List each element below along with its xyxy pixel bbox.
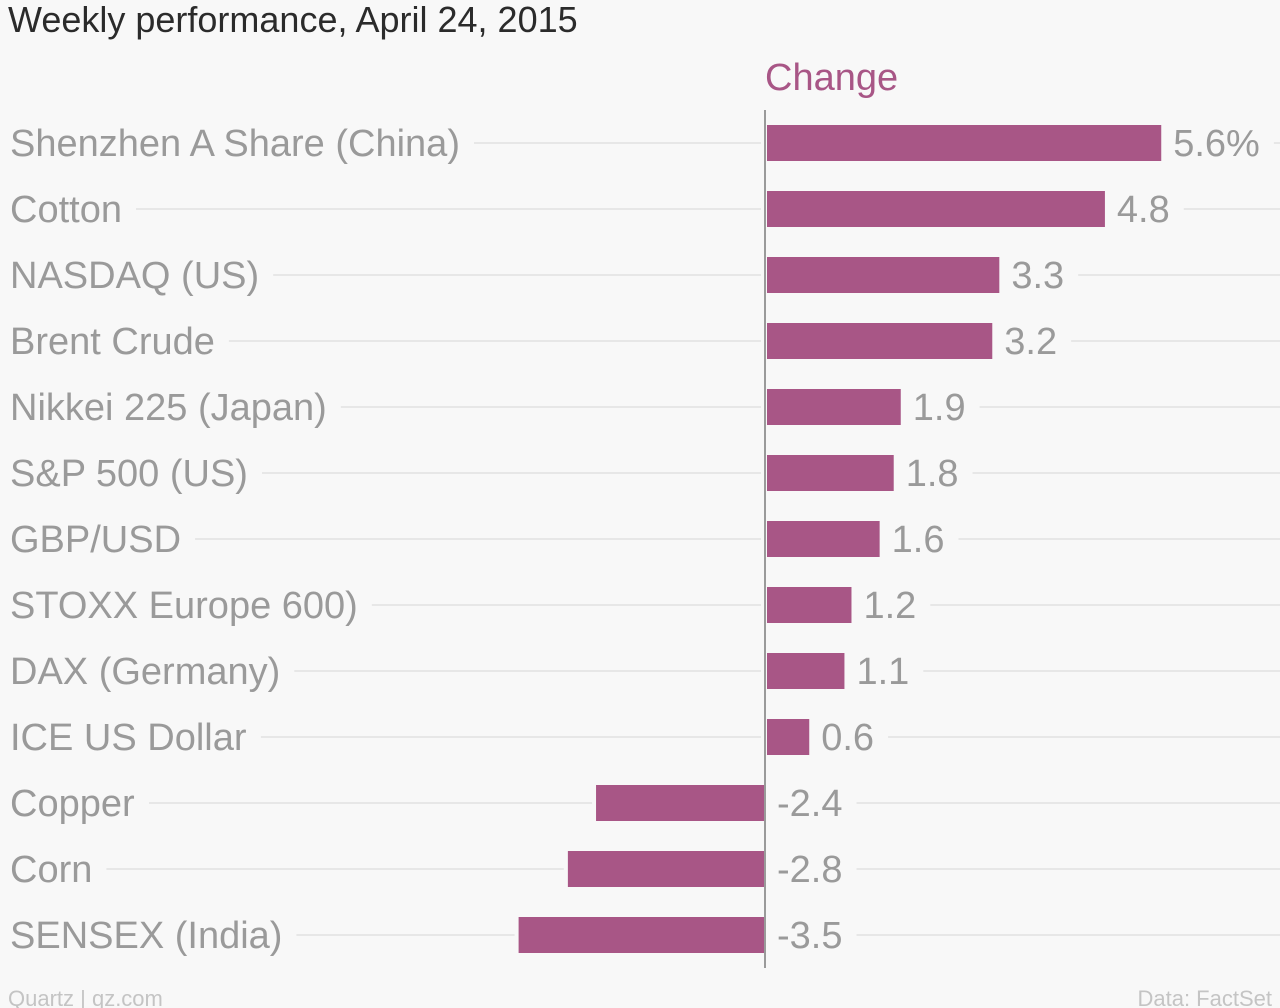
value-label: 1.6 (892, 519, 945, 561)
bar (518, 917, 765, 953)
bar (767, 719, 810, 755)
value-label: 1.2 (863, 585, 916, 627)
category-label: NASDAQ (US) (10, 255, 259, 297)
bars (518, 125, 1162, 953)
bar (767, 587, 852, 623)
chart-title: Weekly performance, April 24, 2015 (8, 0, 578, 40)
category-label: ICE US Dollar (10, 717, 247, 759)
bar (767, 521, 880, 557)
gridlines (106, 142, 1280, 936)
value-label: 5.6% (1173, 123, 1260, 165)
category-label: Copper (10, 783, 135, 825)
category-label: S&P 500 (US) (10, 453, 248, 495)
bar (767, 191, 1105, 227)
value-label: 1.9 (913, 387, 966, 429)
bar (767, 323, 993, 359)
value-label: -3.5 (777, 915, 842, 957)
data-source: Data: FactSet (1137, 986, 1272, 1008)
value-label: -2.8 (777, 849, 842, 891)
value-label: 3.3 (1011, 255, 1064, 297)
value-label: 1.1 (856, 651, 909, 693)
value-label: -2.4 (777, 783, 842, 825)
value-labels: 5.6%4.8 3.3 3.2 1.9 1.8 1.6 1.2 1.1 0.6 -2.4 -2.8 -… (777, 123, 1260, 957)
category-label: Corn (10, 849, 92, 891)
bar (767, 653, 845, 689)
source-credit: Quartz | qz.com (8, 986, 163, 1008)
category-label: GBP/USD (10, 519, 181, 561)
value-label: 0.6 (821, 717, 874, 759)
value-label: 4.8 (1117, 189, 1170, 231)
category-label: Shenzhen A Share (China) (10, 123, 460, 165)
bar (767, 125, 1162, 161)
category-label: DAX (Germany) (10, 651, 280, 693)
category-label: STOXX Europe 600) (10, 585, 358, 627)
bar (767, 257, 1000, 293)
bar (567, 851, 765, 887)
value-label: 3.2 (1004, 321, 1057, 363)
value-label: 1.8 (906, 453, 959, 495)
bar (596, 785, 765, 821)
category-label: Brent Crude (10, 321, 215, 363)
bar (767, 455, 894, 491)
category-label: Cotton (10, 189, 122, 231)
category-label: SENSEX (India) (10, 915, 282, 957)
category-label: Nikkei 225 (Japan) (10, 387, 327, 429)
bar (767, 389, 901, 425)
category-labels: Shenzhen A Share (China) Cotton NASDAQ (US… (10, 123, 460, 957)
series-header: Change (765, 57, 898, 99)
